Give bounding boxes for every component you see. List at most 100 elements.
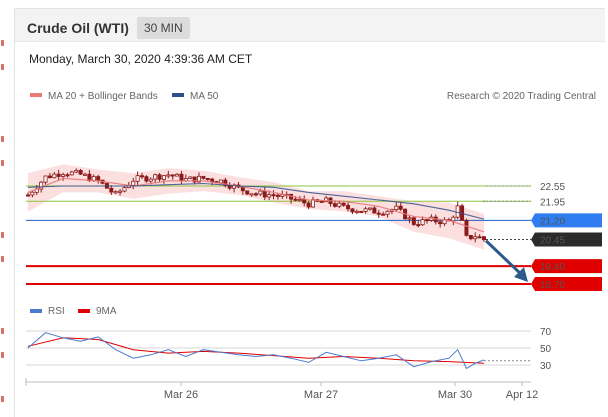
- ma20-line: [27, 177, 485, 233]
- candle-body: [30, 191, 35, 196]
- candle-body: [249, 193, 254, 196]
- ma50-legend-label: MA 50: [190, 91, 219, 102]
- rsi-ma-legend-swatch: [78, 309, 90, 313]
- candle-body: [47, 175, 52, 179]
- rsi-panel-layer: 70 50 30: [26, 327, 552, 372]
- candle-body: [293, 198, 298, 201]
- rsi-legend-swatch: [30, 309, 42, 313]
- candle-body: [148, 178, 153, 182]
- rsi-legend-label: RSI: [48, 306, 65, 317]
- candle-body: [122, 187, 127, 192]
- candle-body: [367, 207, 372, 210]
- candle-body: [69, 171, 74, 176]
- candle-body: [359, 210, 364, 213]
- candle-body: [196, 175, 201, 183]
- candle-body: [144, 176, 149, 182]
- candle-body: [306, 202, 311, 208]
- rsi-tick-30: 30: [540, 361, 552, 372]
- instrument-title: Crude Oil (WTI): [27, 20, 129, 36]
- candle-body: [346, 204, 351, 210]
- candle-body: [468, 235, 473, 240]
- chart-card: Crude Oil (WTI) 30 MIN Monday, March 30,…: [14, 8, 605, 417]
- candle-body: [118, 190, 123, 193]
- ma50-legend-swatch: [172, 93, 184, 97]
- candle-body: [455, 205, 460, 218]
- candle-body: [245, 190, 250, 195]
- level-tag-22.55: 22.55: [540, 182, 565, 193]
- level-tag-bg-19.40: [531, 259, 602, 274]
- rsi-line: [27, 332, 485, 370]
- candle-body: [363, 208, 368, 212]
- forecast-arrow-layer: [484, 239, 528, 282]
- x-label-mar-26: Mar 26: [164, 389, 198, 401]
- candle-body: [201, 175, 206, 179]
- candles-layer: [25, 168, 486, 243]
- candle-body: [139, 175, 144, 178]
- left-edge-strip: [0, 0, 14, 416]
- candle-body: [205, 178, 210, 181]
- x-axis-layer: Mar 26 Mar 27 Mar 30 Apr 12: [25, 378, 538, 401]
- candle-body: [376, 212, 381, 215]
- candle-body: [394, 205, 399, 211]
- candle-body: [271, 194, 276, 197]
- candle-body: [464, 219, 469, 236]
- ma50-line: [27, 182, 485, 220]
- candle-body: [481, 236, 486, 241]
- candle-body: [135, 175, 140, 182]
- candle-body: [398, 205, 403, 210]
- candle-body: [354, 210, 359, 213]
- x-label-apr-12: Apr 12: [506, 389, 538, 401]
- candle-body: [341, 202, 346, 206]
- candle-body: [218, 179, 223, 184]
- level-tag-18.70: 18.70: [540, 280, 565, 291]
- candle-body: [157, 174, 162, 180]
- candle-body: [267, 194, 272, 198]
- candle-body: [65, 174, 70, 177]
- ma20-legend-swatch: [30, 93, 42, 97]
- candle-body: [25, 194, 30, 197]
- moving-averages-layer: [27, 177, 485, 233]
- level-tag-bg-20.45: [531, 232, 602, 247]
- level-tag-21.95: 21.95: [540, 197, 565, 208]
- candle-body: [451, 216, 456, 222]
- candle-body: [324, 197, 329, 203]
- candle-body: [175, 173, 180, 177]
- datetime-label: Monday, March 30, 2020 4:39:36 AM CET: [29, 52, 253, 66]
- candle-body: [253, 193, 258, 196]
- candle-body: [96, 176, 101, 181]
- candle-body: [56, 173, 61, 177]
- credit-label: Research © 2020 Trading Central: [447, 91, 596, 102]
- card-header: Crude Oil (WTI) 30 MIN: [15, 9, 605, 42]
- candle-body: [113, 191, 118, 194]
- candle-body: [131, 180, 136, 186]
- candle-body: [424, 219, 429, 222]
- rsi-ma-line: [27, 337, 485, 364]
- candle-body: [109, 187, 114, 193]
- forecast-arrow-shaft: [484, 239, 524, 277]
- candle-body: [192, 176, 197, 183]
- level-tag-20.45: 20.45: [540, 235, 565, 246]
- candle-body: [210, 178, 215, 182]
- candle-body: [166, 174, 171, 177]
- candle-body: [297, 199, 302, 202]
- candle-body: [381, 213, 386, 216]
- x-label-mar-30: Mar 30: [438, 389, 472, 401]
- candle-body: [319, 200, 324, 203]
- forecast-arrow-head: [514, 267, 528, 282]
- candle-body: [337, 202, 342, 207]
- rsi-tick-70: 70: [540, 327, 552, 338]
- level-tags-layer: 22.55 21.95 21.20 20.45 19.40 18.70: [531, 182, 602, 291]
- level-tag-21.20: 21.20: [540, 216, 565, 227]
- candle-body: [52, 173, 57, 179]
- candle-body: [411, 217, 416, 225]
- candle-body: [438, 221, 443, 225]
- timeframe-badge[interactable]: 30 MIN: [137, 17, 190, 39]
- candle-body: [153, 174, 158, 180]
- rsi-ma-legend-label: 9MA: [96, 306, 117, 317]
- candle-body: [74, 170, 79, 173]
- candle-body: [407, 217, 412, 220]
- candle-body: [161, 175, 166, 180]
- level-tag-bg-18.70: [531, 277, 602, 291]
- candle-body: [477, 236, 482, 239]
- rsi-tick-50: 50: [540, 344, 552, 355]
